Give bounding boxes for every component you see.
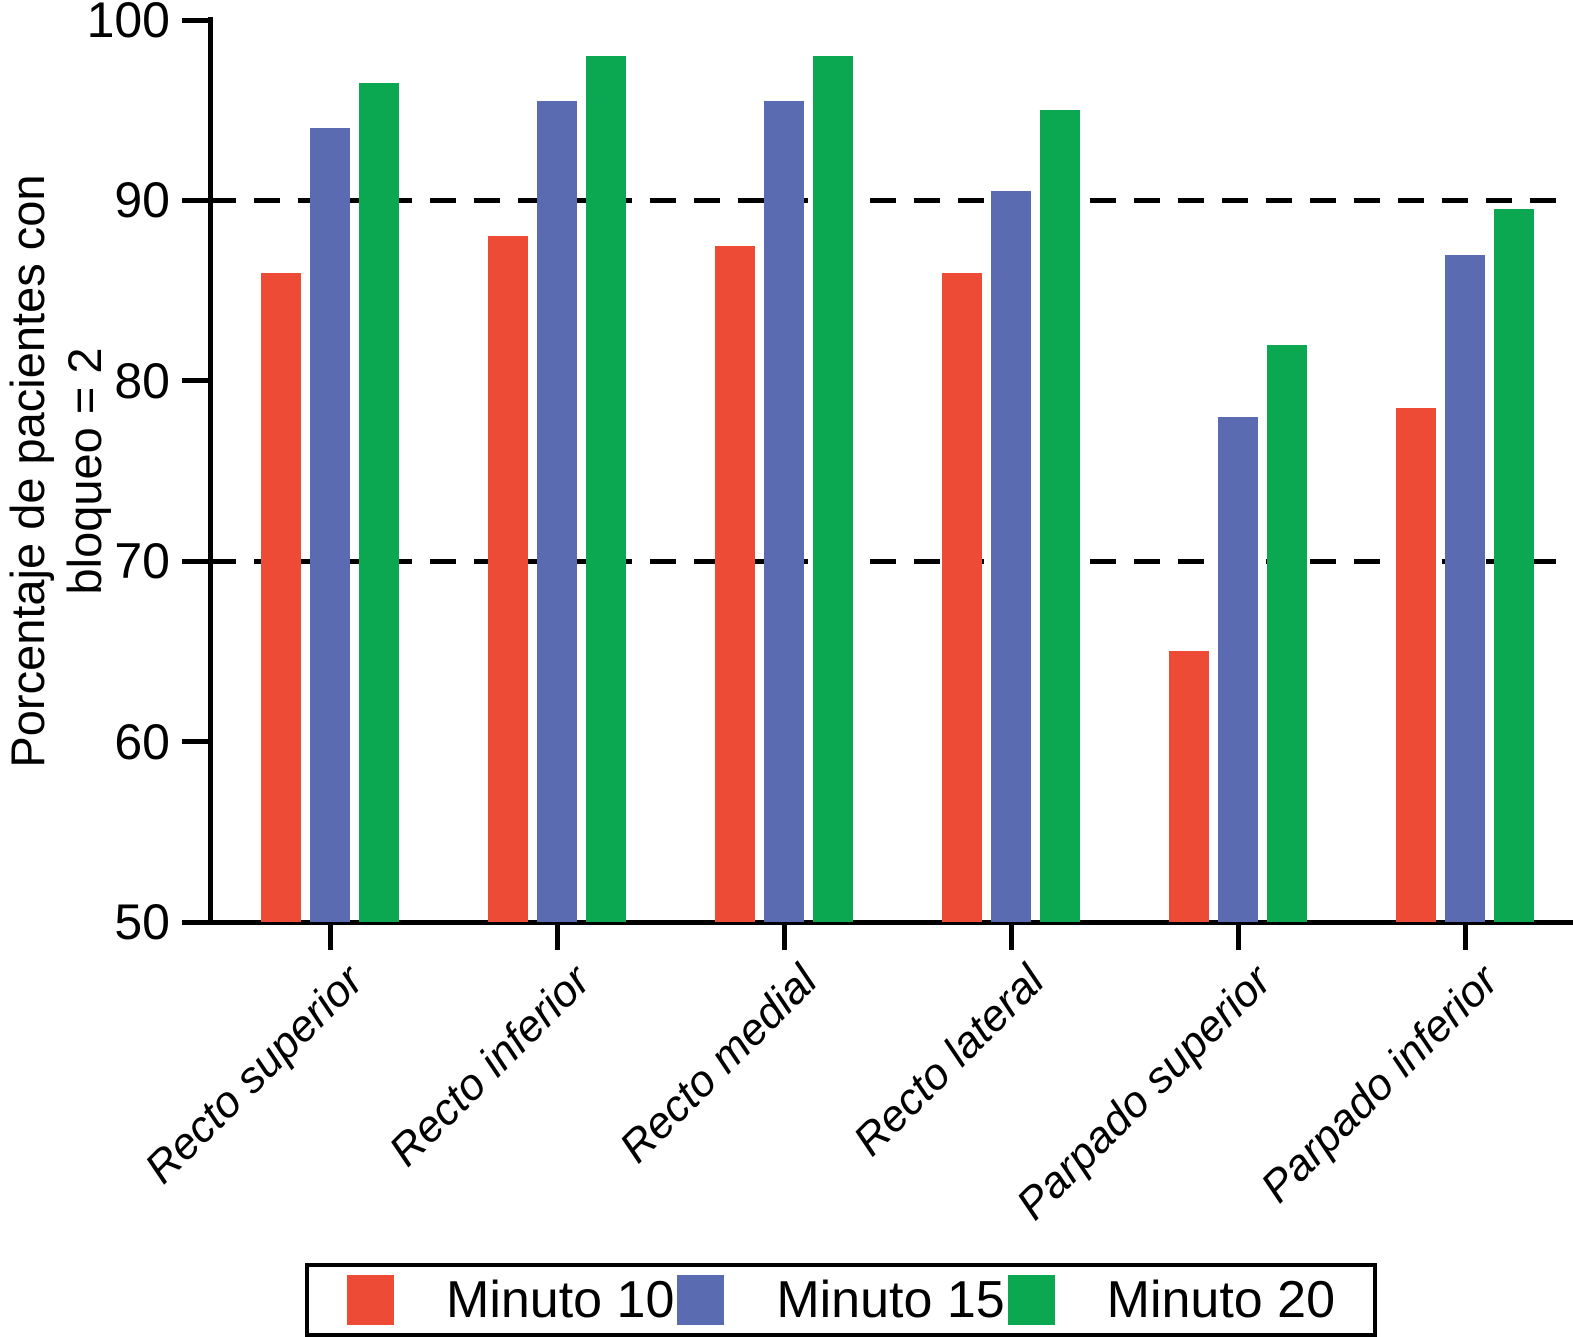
x-tick-recto-lateral [1008,922,1014,950]
y-tick-label-60: 60 [114,713,170,770]
x-tick-parpado-superior [1235,922,1241,950]
x-axis-line [207,919,1573,925]
legend-label-minuto-20: Minuto 20 [1106,1271,1335,1329]
x-label-recto-lateral: Recto lateral [844,955,1054,1166]
y-tick-50 [181,919,208,925]
legend-item-minuto-20: Minuto 20 [1007,1270,1335,1330]
bar-minuto-20-recto-inferior [586,56,626,922]
bar-minuto-10-recto-medial [715,245,755,922]
y-tick-70 [181,558,208,564]
legend: Minuto 10 Minuto 15 Minuto 20 [305,1263,1377,1337]
y-tick-label-70: 70 [114,533,170,590]
y-tick-label-90: 90 [114,172,170,229]
y-axis-title-line1: Porcentaje de pacientes con [1,174,54,768]
x-label-parpado-superior: Parpado superior [1007,955,1281,1230]
bar-minuto-15-recto-inferior [537,101,577,922]
legend-swatch-minuto-15 [677,1275,725,1325]
y-tick-60 [181,739,208,745]
gridline-70 [210,558,1573,564]
y-axis-title: Porcentaje de pacientes con bloqueo = 2 [0,20,117,922]
bar-minuto-20-recto-medial [813,56,853,922]
legend-label-minuto-10: Minuto 10 [446,1271,675,1329]
bar-minuto-10-parpado-inferior [1396,407,1436,922]
bar-minuto-20-parpado-superior [1267,344,1307,922]
y-axis-line [207,17,213,925]
x-tick-recto-inferior [554,922,560,950]
legend-item-minuto-15: Minuto 15 [677,1270,1005,1330]
x-label-recto-medial: Recto medial [610,955,827,1173]
y-tick-label-50: 50 [114,894,170,950]
y-tick-100 [181,17,208,23]
x-tick-recto-medial [781,922,787,950]
y-tick-80 [181,378,208,384]
y-tick-label-100: 100 [86,0,170,48]
legend-swatch-minuto-20 [1007,1275,1055,1325]
x-label-parpado-inferior: Parpado inferior [1251,955,1508,1212]
bar-minuto-15-parpado-superior [1218,416,1258,922]
y-tick-label-80: 80 [114,352,170,409]
legend-item-minuto-10: Minuto 10 [347,1270,674,1330]
x-label-recto-inferior: Recto inferior [379,955,600,1176]
bar-minuto-10-recto-superior [261,272,301,922]
bar-minuto-15-recto-medial [764,101,804,922]
bar-minuto-15-recto-superior [310,128,350,922]
legend-swatch-minuto-10 [347,1275,394,1325]
x-tick-recto-superior [327,922,333,950]
bar-minuto-20-recto-superior [359,83,399,922]
bar-minuto-20-parpado-inferior [1494,209,1534,922]
y-axis-title-line2: bloqueo = 2 [58,347,111,595]
bar-minuto-10-recto-inferior [488,236,528,922]
bar-minuto-15-parpado-inferior [1445,254,1485,922]
bar-minuto-20-recto-lateral [1040,110,1080,922]
y-tick-90 [181,197,208,203]
gridline-90 [210,197,1573,203]
bar-minuto-10-recto-lateral [942,272,982,922]
x-label-recto-superior: Recto superior [135,955,373,1193]
x-tick-parpado-inferior [1462,922,1468,950]
bar-minuto-10-parpado-superior [1169,651,1209,922]
bar-minuto-15-recto-lateral [991,191,1031,922]
legend-label-minuto-15: Minuto 15 [776,1271,1005,1329]
